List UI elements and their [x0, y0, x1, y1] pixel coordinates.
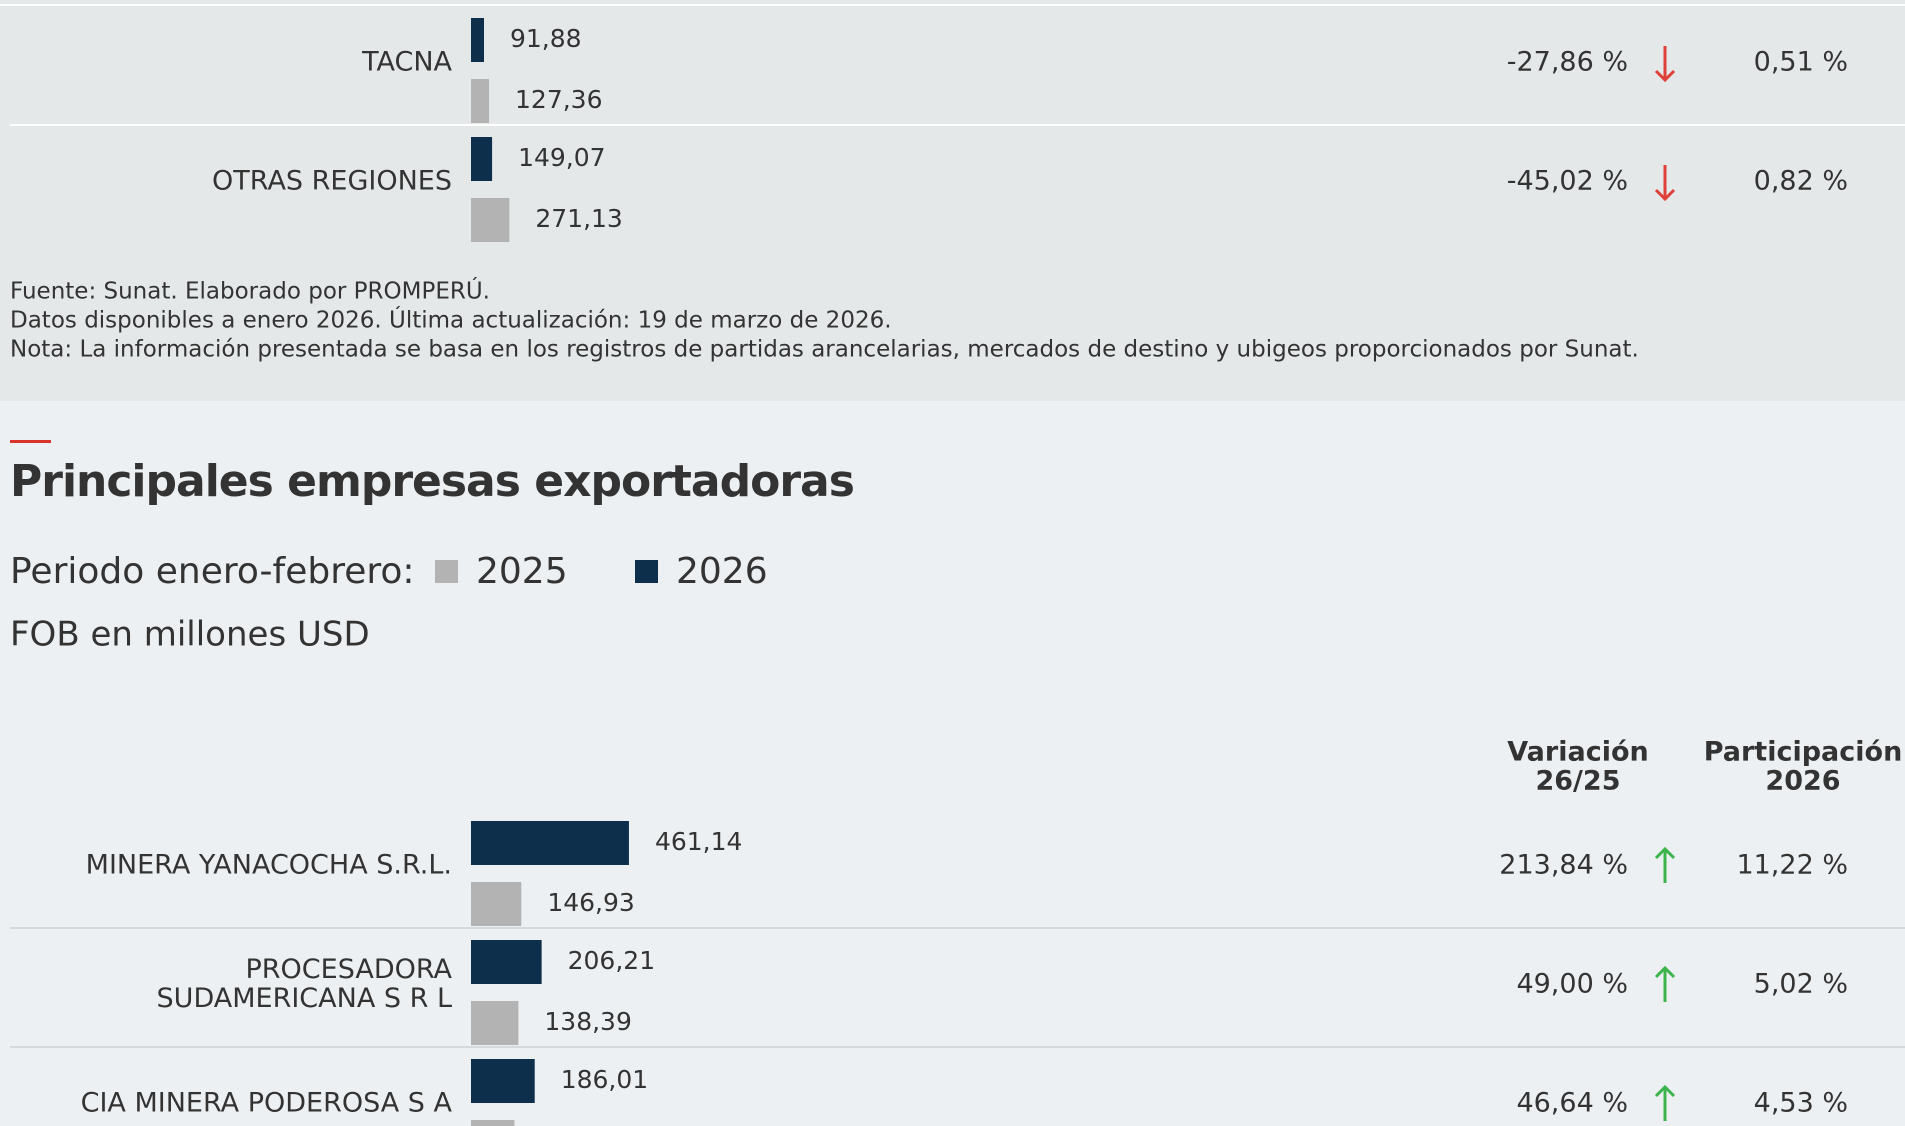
bar-value-label: 461,14 — [655, 827, 742, 856]
bar-value-label: 271,13 — [535, 204, 622, 233]
bar-value-label: 91,88 — [510, 24, 582, 53]
share: 11,22 % — [1736, 850, 1848, 881]
row-label: MINERA YANACOCHA S.R.L. — [86, 850, 452, 881]
variation: 49,00 % — [1516, 969, 1628, 1000]
bar — [471, 1059, 535, 1103]
column-header: Participación — [1704, 737, 1903, 768]
variation: 46,64 % — [1516, 1088, 1628, 1119]
bar — [471, 882, 522, 926]
bar — [471, 137, 493, 181]
bar-value-label: 138,39 — [544, 1007, 631, 1036]
share: 0,82 % — [1754, 166, 1848, 197]
bar-value-label: 146,93 — [547, 888, 634, 917]
column-header: Variación — [1507, 737, 1648, 768]
bar — [471, 821, 629, 865]
unit-label: FOB en millones USD — [10, 615, 370, 655]
bar — [471, 18, 485, 62]
row-label: OTRAS REGIONES — [212, 166, 452, 197]
variation: -27,86 % — [1507, 47, 1628, 78]
row-label: TACNA — [361, 47, 452, 78]
row-label: CIA MINERA PODEROSA S A — [81, 1088, 453, 1119]
legend-label: 2025 — [476, 551, 568, 592]
bar — [471, 79, 490, 123]
share: 5,02 % — [1754, 969, 1848, 1000]
section-title: Principales empresas exportadoras — [10, 456, 854, 507]
column-header: 26/25 — [1535, 766, 1620, 797]
footnote: Fuente: Sunat. Elaborado por PROMPERÚ. — [10, 277, 490, 305]
legend-swatch — [635, 560, 658, 583]
footnote: Datos disponibles a enero 2026. Última a… — [10, 306, 892, 334]
legend-swatch — [435, 560, 458, 583]
trend-arrow — [1654, 965, 1676, 1002]
bar-value-label: 149,07 — [518, 143, 605, 172]
row-label: SUDAMERICANA S R L — [157, 983, 452, 1014]
share: 4,53 % — [1754, 1088, 1848, 1119]
bar-value-label: 186,01 — [561, 1065, 648, 1094]
trend-arrow — [1654, 846, 1676, 883]
period-label: Periodo enero-febrero: — [10, 551, 415, 592]
bar — [471, 1001, 519, 1045]
regions-panel — [0, 0, 1905, 401]
bar-value-label: 127,36 — [515, 85, 602, 114]
trend-arrow — [1654, 1084, 1676, 1121]
trend-arrow — [1654, 46, 1676, 83]
variation: 213,84 % — [1499, 850, 1628, 881]
footnote: Nota: La información presentada se basa … — [10, 337, 1639, 363]
share: 0,51 % — [1754, 47, 1848, 78]
row-label: PROCESADORA — [246, 954, 453, 985]
bar — [471, 198, 510, 242]
bar — [471, 940, 542, 984]
legend-label: 2026 — [676, 551, 768, 592]
title-accent — [10, 440, 51, 443]
column-header: 2026 — [1765, 766, 1840, 797]
variation: -45,02 % — [1507, 166, 1628, 197]
trend-arrow — [1654, 165, 1676, 202]
bar-value-label: 206,21 — [568, 946, 655, 975]
bar — [471, 1120, 515, 1126]
